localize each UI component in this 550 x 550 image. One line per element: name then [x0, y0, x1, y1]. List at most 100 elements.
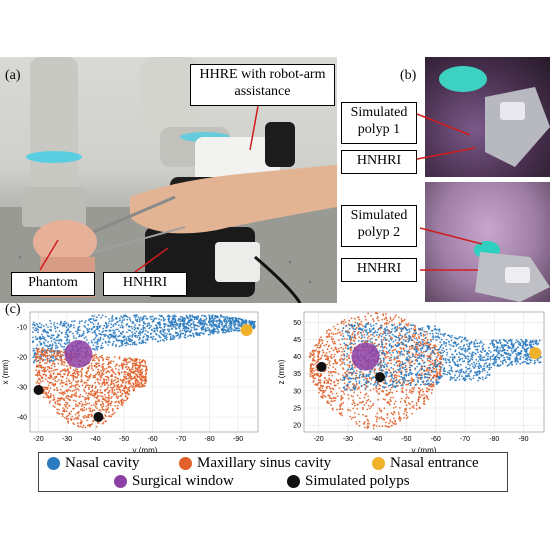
nasal-cavity-points — [55, 331, 57, 333]
maxillary-points — [334, 354, 336, 356]
maxillary-points — [347, 364, 349, 366]
nasal-cavity-points — [145, 316, 147, 318]
nasal-cavity-points — [100, 347, 102, 349]
maxillary-points — [375, 387, 377, 389]
maxillary-points — [44, 370, 46, 372]
nasal-cavity-points — [434, 362, 436, 364]
chart-xy: -20 -30 -40 -50 -60 -70 -80 -90 -10-20-30-40 y … — [0, 306, 265, 456]
nasal-cavity-points — [422, 343, 424, 345]
maxillary-points — [125, 385, 127, 387]
maxillary-points — [341, 404, 343, 406]
maxillary-points — [356, 370, 358, 372]
nasal-cavity-points — [73, 320, 75, 322]
maxillary-points — [343, 393, 345, 395]
maxillary-points — [38, 356, 40, 358]
nasal-cavity-points — [208, 334, 210, 336]
nasal-cavity-points — [358, 382, 360, 384]
nasal-cavity-points — [169, 321, 171, 323]
maxillary-points — [139, 374, 141, 376]
maxillary-points — [35, 374, 37, 376]
nasal-cavity-points — [477, 349, 479, 351]
maxillary-points — [81, 421, 83, 423]
nasal-cavity-points — [381, 336, 383, 338]
maxillary-points — [391, 392, 393, 394]
maxillary-points — [91, 387, 93, 389]
maxillary-points — [73, 376, 75, 378]
maxillary-points — [121, 401, 123, 403]
nasal-cavity-points — [32, 331, 34, 333]
nasal-cavity-points — [126, 331, 128, 333]
maxillary-points — [95, 386, 97, 388]
maxillary-points — [366, 409, 368, 411]
nasal-cavity-points — [139, 337, 141, 339]
maxillary-points — [387, 393, 389, 395]
maxillary-points — [310, 373, 312, 375]
nasal-cavity-points — [407, 353, 409, 355]
nasal-cavity-points — [121, 317, 123, 319]
nasal-cavity-points — [121, 322, 123, 324]
nasal-cavity-points — [367, 332, 369, 334]
nasal-cavity-points — [202, 332, 204, 334]
nasal-cavity-points — [419, 373, 421, 375]
maxillary-points — [38, 372, 40, 374]
nasal-cavity-points — [528, 356, 530, 358]
nasal-cavity-points — [392, 384, 394, 386]
nasal-cavity-points — [216, 331, 218, 333]
nasal-cavity-points — [389, 349, 391, 351]
maxillary-points — [88, 407, 90, 409]
maxillary-points — [369, 408, 371, 410]
maxillary-points — [393, 418, 395, 420]
maxillary-points — [64, 400, 66, 402]
maxillary-points — [385, 369, 387, 371]
maxillary-points — [367, 378, 369, 380]
maxillary-points — [129, 374, 131, 376]
maxillary-points — [81, 375, 83, 377]
maxillary-points — [75, 400, 77, 402]
maxillary-points — [80, 419, 82, 421]
leader-phantom — [40, 240, 58, 270]
nasal-cavity-points — [64, 321, 66, 323]
maxillary-points — [126, 391, 128, 393]
maxillary-points — [438, 354, 440, 356]
maxillary-points — [416, 408, 418, 410]
nasal-cavity-points — [459, 353, 461, 355]
maxillary-points — [329, 336, 331, 338]
nasal-cavity-points — [178, 318, 180, 320]
nasal-cavity-points — [104, 336, 106, 338]
nasal-cavity-points — [121, 333, 123, 335]
maxillary-points — [395, 401, 397, 403]
nasal-cavity-points — [366, 375, 368, 377]
maxillary-points — [398, 360, 400, 362]
maxillary-points — [416, 337, 418, 339]
maxillary-points — [403, 348, 405, 350]
nasal-cavity-points — [472, 352, 474, 354]
nasal-cavity-points — [32, 350, 34, 352]
nasal-cavity-points — [414, 330, 416, 332]
nasal-cavity-points — [145, 342, 147, 344]
maxillary-points — [349, 366, 351, 368]
nasal-cavity-points — [252, 324, 254, 326]
nasal-cavity-points — [119, 346, 121, 348]
nasal-cavity-points — [110, 323, 112, 325]
maxillary-points — [407, 396, 409, 398]
nasal-cavity-points — [113, 332, 115, 334]
maxillary-points — [375, 312, 377, 314]
maxillary-points — [93, 420, 95, 422]
maxillary-points — [101, 374, 103, 376]
maxillary-points — [119, 356, 121, 358]
maxillary-points — [378, 369, 380, 371]
maxillary-points — [92, 369, 94, 371]
maxillary-points — [420, 390, 422, 392]
maxillary-points — [51, 367, 53, 369]
maxillary-points — [352, 399, 354, 401]
maxillary-points — [316, 344, 318, 346]
nasal-cavity-points — [202, 322, 204, 324]
nasal-cavity-points — [233, 329, 235, 331]
maxillary-points — [339, 409, 341, 411]
nasal-cavity-points — [386, 383, 388, 385]
maxillary-points — [387, 356, 389, 358]
maxillary-points — [120, 379, 122, 381]
maxillary-points — [140, 381, 142, 383]
maxillary-points — [132, 389, 134, 391]
nasal-cavity-points — [497, 357, 499, 359]
